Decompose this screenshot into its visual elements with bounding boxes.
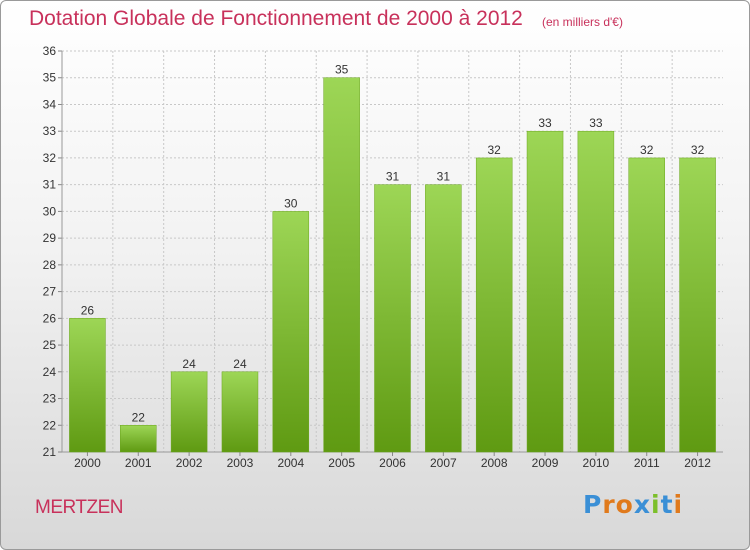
data-label: 24 — [182, 357, 196, 371]
x-tick-label: 2008 — [481, 456, 508, 470]
logo-letter: i — [673, 490, 684, 519]
grid-lines — [62, 50, 723, 452]
data-label: 33 — [589, 116, 603, 130]
data-label: 31 — [386, 170, 400, 184]
x-tick-label: 2006 — [379, 456, 406, 470]
axes: 21 22 23 24 25 26 27 28 29 30 31 32 33 34 35 36 — [43, 44, 723, 459]
data-label: 31 — [437, 170, 451, 184]
y-tick-label: 29 — [43, 231, 57, 245]
x-tick-label: 2004 — [277, 456, 304, 470]
data-label: 32 — [691, 143, 705, 157]
bar — [170, 371, 208, 453]
bar — [374, 184, 411, 453]
y-tick-label: 28 — [43, 258, 57, 272]
logo-letter: i — [651, 490, 661, 519]
data-label: 26 — [81, 303, 95, 317]
x-tick-label: 2009 — [532, 456, 559, 470]
x-tick-label: 2011 — [634, 456, 660, 470]
logo-letter: x — [633, 490, 651, 519]
x-tick-label: 2007 — [430, 456, 457, 470]
data-label: 35 — [335, 63, 349, 77]
x-tick-label: 2010 — [583, 456, 610, 470]
labels: 26 2000 22 2001 24 2002 24 2003 30 2004 35 2005 31 20… — [74, 63, 711, 470]
chart-subtitle: (en milliers d'€) — [542, 15, 623, 29]
bar — [69, 318, 106, 453]
bar — [425, 184, 462, 453]
bar — [120, 425, 157, 453]
x-tick-label: 2001 — [125, 456, 152, 470]
y-tick-label: 21 — [43, 445, 57, 459]
y-tick-label: 32 — [43, 151, 57, 165]
y-tick-label: 22 — [43, 418, 57, 432]
bar — [526, 130, 564, 453]
y-tick-label: 26 — [43, 311, 57, 325]
data-label: 32 — [488, 143, 502, 157]
y-tick-label: 24 — [43, 365, 57, 379]
y-tick-label: 35 — [43, 71, 57, 85]
data-label: 22 — [132, 410, 146, 424]
data-label: 24 — [233, 357, 247, 371]
y-tick-label: 27 — [43, 285, 57, 299]
x-tick-label: 2012 — [684, 456, 711, 470]
x-tick-label: 2002 — [176, 456, 203, 470]
bar — [577, 130, 615, 453]
chart-title: Dotation Globale de Fonctionnement de 20… — [29, 7, 523, 30]
proxiti-logo[interactable]: Proxiti — [583, 490, 683, 519]
bars — [69, 77, 716, 453]
x-tick-label: 2003 — [227, 456, 254, 470]
data-label: 32 — [640, 143, 654, 157]
bar — [323, 77, 360, 453]
y-tick-label: 33 — [43, 124, 57, 138]
y-tick-label: 25 — [43, 338, 57, 352]
y-tick-label: 36 — [43, 44, 57, 58]
logo-letter: o — [615, 490, 634, 519]
bar — [221, 371, 259, 453]
bar — [679, 157, 716, 453]
bar — [475, 157, 513, 453]
x-tick-label: 2005 — [328, 456, 355, 470]
y-tick-label: 34 — [43, 97, 57, 111]
logo-letter: r — [602, 490, 616, 519]
bar — [628, 157, 665, 453]
logo-letter: P — [583, 490, 603, 519]
x-tick-label: 2000 — [74, 456, 101, 470]
y-tick-label: 23 — [43, 392, 57, 406]
y-tick-label: 30 — [43, 204, 57, 218]
bar — [272, 211, 310, 453]
logo-letter: t — [660, 490, 674, 519]
town-name: MERTZEN — [35, 497, 123, 518]
data-label: 33 — [538, 116, 552, 130]
data-label: 30 — [284, 196, 298, 210]
y-tick-label: 31 — [43, 178, 57, 192]
